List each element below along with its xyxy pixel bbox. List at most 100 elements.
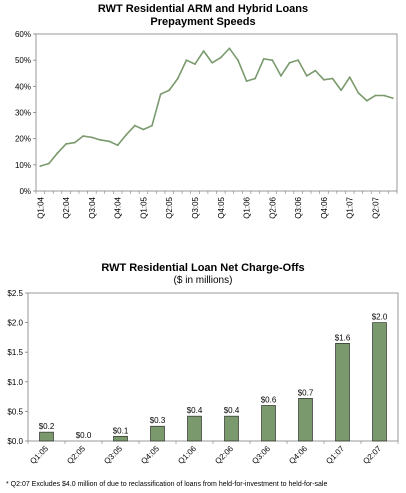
line-data-point: [176, 77, 179, 80]
line-data-point: [219, 56, 222, 59]
line-x-tick-label: Q2:07: [372, 196, 381, 218]
line-data-point: [391, 97, 394, 100]
bar-data-label: $0.6: [261, 395, 277, 404]
bar-x-tick-label: Q1:05: [28, 444, 50, 466]
line-data-point: [280, 74, 282, 77]
line-data-point: [297, 59, 300, 62]
line-data-point: [374, 94, 377, 97]
line-data-point: [237, 59, 239, 62]
bar-y-tick-label: $0.0: [7, 437, 23, 446]
bar-data-label: $2.0: [372, 313, 388, 322]
prepayment-speed-line: [40, 47, 393, 167]
line-data-point: [271, 59, 274, 62]
line-data-point: [331, 77, 334, 80]
bar-y-tick-label: $1.5: [7, 348, 23, 357]
bar-q1-05: [39, 431, 54, 442]
bar-data-label: $0.1: [113, 426, 129, 435]
line-y-tick-label: 60%: [15, 30, 31, 39]
bar-data-label: $0.4: [187, 406, 203, 415]
line-y-tick-label: 20%: [15, 135, 31, 144]
line-data-point: [314, 69, 317, 72]
bar-x-tick-label: Q1:07: [324, 444, 346, 466]
chart1-title: RWT Residential ARM and Hybrid Loans: [97, 3, 309, 15]
bar-q4-06: [298, 398, 313, 442]
line-data-point: [383, 94, 386, 97]
chart2-title: RWT Residential Loan Net Charge-Offs: [101, 262, 305, 274]
bar-y-tick-label: $2.5: [7, 289, 23, 298]
bar-x-tick-label: Q2:06: [213, 444, 235, 466]
line-data-point: [211, 61, 214, 64]
line-data-point: [39, 165, 42, 168]
bar-chart: $0.0 $0.5 $1.0 $1.5 $2.0 $2.5 $0.2 Q1:05 $0.0 Q2:…: [7, 289, 399, 466]
line-x-tick-label: Q3:06: [294, 196, 303, 218]
bar-q1-07: [335, 343, 350, 442]
line-x-tick-label: Q3:04: [88, 196, 97, 218]
bar-y-tick-label: $2.0: [7, 319, 23, 328]
line-data-point: [357, 91, 360, 94]
line-chart: 0% 10% 20% 30% 40% 50% 60% Q1:04 Q2:04 Q3:04 Q4:04…: [15, 30, 398, 219]
bar-q1-06: [187, 415, 202, 442]
line-y-tick-label: 0%: [19, 187, 31, 196]
line-data-point: [116, 144, 119, 147]
line-data-point: [366, 99, 368, 102]
line-data-point: [90, 136, 93, 139]
line-data-point: [151, 124, 153, 127]
chart2-subtitle: ($ in millions): [173, 275, 233, 286]
line-data-point: [228, 47, 231, 50]
line-data-point: [47, 162, 50, 165]
line-data-point: [159, 93, 162, 96]
line-x-tick-label: Q4:06: [320, 196, 329, 218]
line-x-tick-label: Q2:04: [62, 196, 71, 218]
line-data-point: [305, 74, 308, 77]
line-x-tick-label: Q2:06: [268, 196, 277, 218]
line-data-point: [168, 89, 171, 92]
line-data-point: [288, 61, 291, 64]
bar-y-tick-label: $1.0: [7, 378, 23, 387]
line-data-point: [125, 133, 128, 136]
bar-data-label: $0.7: [298, 388, 314, 397]
line-data-point: [73, 141, 76, 144]
line-x-tick-label: Q2:05: [165, 196, 174, 218]
line-data-point: [185, 59, 188, 62]
bar-x-tick-label: Q1:06: [176, 444, 198, 466]
bar-data-label: $0.2: [39, 422, 55, 431]
bar-x-tick-label: Q2:07: [361, 444, 383, 466]
line-x-tick-label: Q1:05: [139, 196, 148, 218]
bar-x-tick-label: Q4:06: [287, 444, 309, 466]
line-data-point: [323, 78, 325, 81]
bar-data-label: $1.6: [335, 333, 351, 342]
line-data-point: [194, 63, 196, 65]
line-data-point: [82, 135, 85, 137]
chart1-subtitle: Prepayment Speeds: [150, 16, 256, 28]
bar-q3-06: [261, 405, 276, 442]
line-data-point: [133, 124, 136, 127]
line-y-tick-label: 10%: [15, 161, 31, 170]
line-data-point: [65, 143, 67, 145]
line-y-tick-label: 50%: [15, 56, 31, 65]
line-data-point: [142, 128, 145, 131]
line-data-point: [340, 89, 343, 92]
line-plot-area: [35, 33, 398, 192]
line-x-tick-label: Q4:04: [114, 196, 123, 218]
line-data-point: [348, 76, 351, 79]
line-data-point: [99, 139, 102, 141]
line-x-tick-label: Q4:05: [217, 196, 226, 218]
bar-q2-07: [372, 322, 387, 442]
line-x-tick-label: Q1:04: [36, 196, 45, 218]
line-x-tick-label: Q3:05: [191, 196, 200, 218]
bar-x-tick-label: Q2:05: [65, 444, 87, 466]
bar-x-tick-label: Q4:05: [139, 444, 161, 466]
bar-q3-05: [113, 435, 128, 442]
bar-q4-05: [150, 425, 165, 442]
line-data-point: [245, 80, 248, 82]
line-data-point: [254, 77, 257, 80]
bar-q2-06: [224, 415, 239, 442]
line-y-tick-label: 40%: [15, 82, 31, 91]
line-x-tick-label: Q1:06: [243, 196, 252, 218]
footnote: * Q2:07 Excludes $4.0 million of due to …: [6, 481, 328, 488]
bar-x-tick-label: Q3:05: [102, 444, 124, 466]
line-data-point: [56, 152, 59, 154]
bar-x-tick-label: Q3:06: [250, 444, 272, 466]
line-data-point: [262, 57, 265, 60]
